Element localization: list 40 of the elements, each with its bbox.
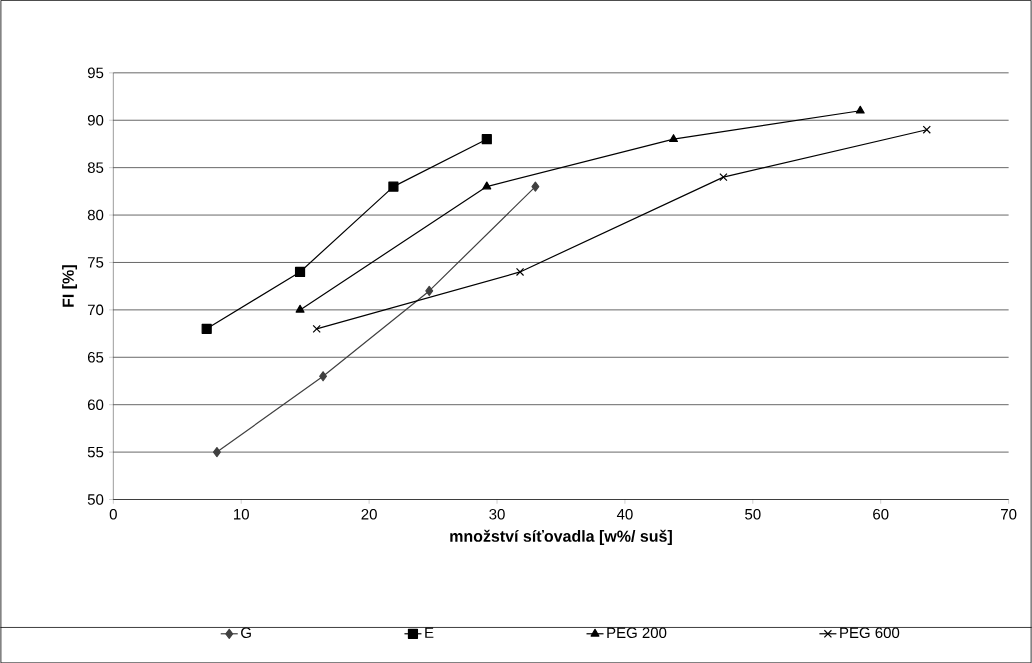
point xyxy=(294,266,306,277)
point xyxy=(531,181,540,192)
point xyxy=(922,125,931,134)
point xyxy=(312,324,321,333)
point xyxy=(388,181,399,192)
y-tick-label: 70 xyxy=(87,304,104,316)
y-axis-title: FI [%] xyxy=(62,265,78,307)
legend-label: PEG 600 xyxy=(840,627,900,638)
x-axis-title: množství síťovadla [w%/ suš] xyxy=(450,529,672,545)
y-tick-label: 75 xyxy=(87,257,104,268)
point xyxy=(212,446,221,458)
point xyxy=(719,172,728,182)
x-tick-label: 50 xyxy=(745,508,761,520)
point xyxy=(201,323,212,334)
point xyxy=(515,267,525,276)
x-tick-label: 40 xyxy=(616,508,633,520)
x-tick-label: 70 xyxy=(1001,508,1017,520)
legend-label: G xyxy=(241,627,251,638)
y-tick-label: 90 xyxy=(87,114,104,126)
point xyxy=(482,181,492,190)
y-tick-label: 95 xyxy=(87,67,104,78)
point xyxy=(669,133,679,142)
x-tick-label: 10 xyxy=(234,508,249,520)
x-tick-label: 0 xyxy=(109,508,117,520)
y-tick-label: 50 xyxy=(87,494,104,505)
point xyxy=(425,285,434,296)
point xyxy=(855,105,865,114)
y-tick-label: 60 xyxy=(87,399,104,410)
y-tick-label: 85 xyxy=(87,162,104,173)
legend-label: PEG 200 xyxy=(607,627,667,638)
x-tick-label: 20 xyxy=(361,508,377,520)
legend-label: E xyxy=(425,627,434,638)
y-tick-label: 80 xyxy=(87,209,104,221)
y-tick-label: 65 xyxy=(87,351,104,363)
point xyxy=(295,304,305,313)
x-tick-label: 30 xyxy=(489,508,505,520)
point xyxy=(319,371,328,382)
y-tick-label: 55 xyxy=(87,446,104,458)
point xyxy=(481,133,492,145)
x-tick-label: 60 xyxy=(873,508,889,520)
